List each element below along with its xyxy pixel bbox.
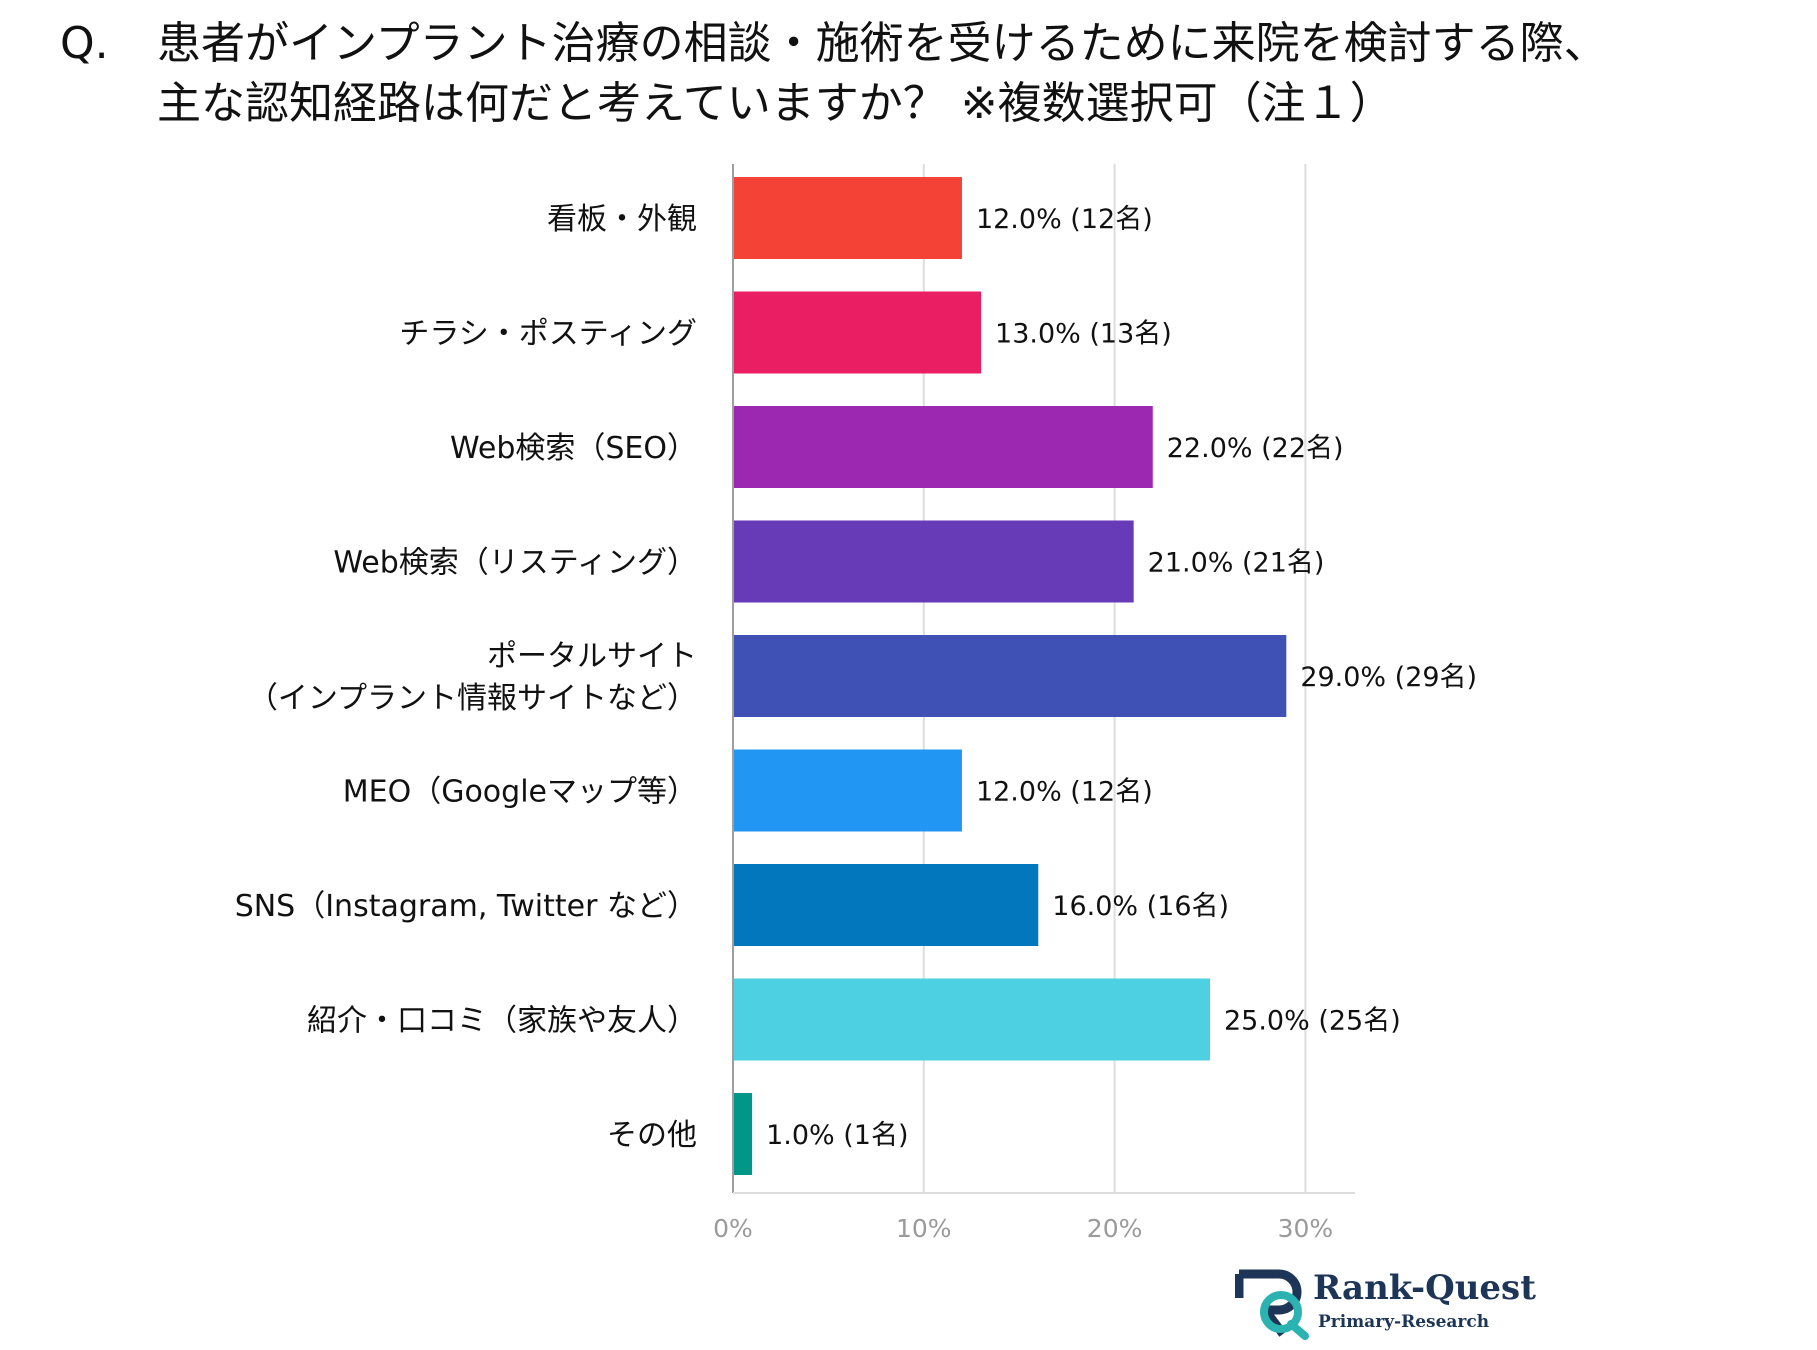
- data-label: 13.0% (13名): [995, 319, 1172, 350]
- category-label: MEO（Googleマップ等）: [343, 775, 697, 810]
- question-title: Q. 患者がインプラント治療の相談・施術を受けるために来院を検討する際、 主な認…: [60, 14, 1760, 134]
- x-tick-label: 0%: [713, 1214, 753, 1243]
- question-text-line-1: 患者がインプラント治療の相談・施術を受けるために来院を検討する際、: [157, 18, 1608, 69]
- category-label: Web検索（SEO）: [450, 431, 697, 466]
- bar: [734, 1093, 753, 1175]
- bar: [734, 406, 1153, 488]
- data-label: 1.0% (1名): [766, 1120, 908, 1151]
- question-mark: Q.: [60, 18, 109, 69]
- data-label: 12.0% (12名): [976, 204, 1153, 235]
- category-label: （インプラント情報サイトなど）: [248, 681, 697, 716]
- category-label: 看板・外観: [547, 202, 697, 237]
- category-label: SNS（Instagram, Twitter など）: [235, 889, 697, 924]
- category-label: 紹介・口コミ（家族や友人）: [307, 1004, 697, 1039]
- category-label: その他: [607, 1118, 697, 1153]
- x-tick-label: 10%: [896, 1214, 952, 1243]
- rank-quest-logo: Rank-Quest Primary-Research: [1234, 1268, 1536, 1340]
- category-label: ポータルサイト: [487, 639, 697, 674]
- logo-tagline: Primary-Research: [1318, 1312, 1490, 1332]
- data-label: 16.0% (16名): [1052, 891, 1229, 922]
- data-label: 21.0% (21名): [1148, 548, 1325, 579]
- category-label: チラシ・ポスティング: [399, 317, 697, 352]
- data-label: 29.0% (29名): [1300, 662, 1477, 693]
- bar: [734, 520, 1134, 603]
- question-text-line-2: 主な認知経路は何だと考えていますか？ ※複数選択可（注１）: [157, 78, 1394, 129]
- x-tick-label: 20%: [1087, 1214, 1143, 1243]
- bar: [734, 635, 1287, 717]
- data-label: 12.0% (12名): [976, 777, 1153, 808]
- category-label: Web検索（リスティング）: [333, 546, 697, 581]
- data-label: 22.0% (22名): [1167, 433, 1344, 464]
- bar: [734, 291, 982, 374]
- logo-name: Rank-Quest: [1313, 1268, 1536, 1308]
- bar: [734, 749, 962, 832]
- bar: [734, 177, 962, 259]
- bar: [734, 978, 1210, 1061]
- question-line-1: Q. 患者がインプラント治療の相談・施術を受けるために来院を検討する際、: [60, 14, 1760, 74]
- bar: [734, 864, 1039, 946]
- rank-quest-logo-icon: [1234, 1269, 1309, 1340]
- question-line-2: 主な認知経路は何だと考えていますか？ ※複数選択可（注１）: [60, 74, 1760, 134]
- x-tick-label: 30%: [1278, 1214, 1334, 1243]
- data-label: 25.0% (25名): [1224, 1006, 1401, 1037]
